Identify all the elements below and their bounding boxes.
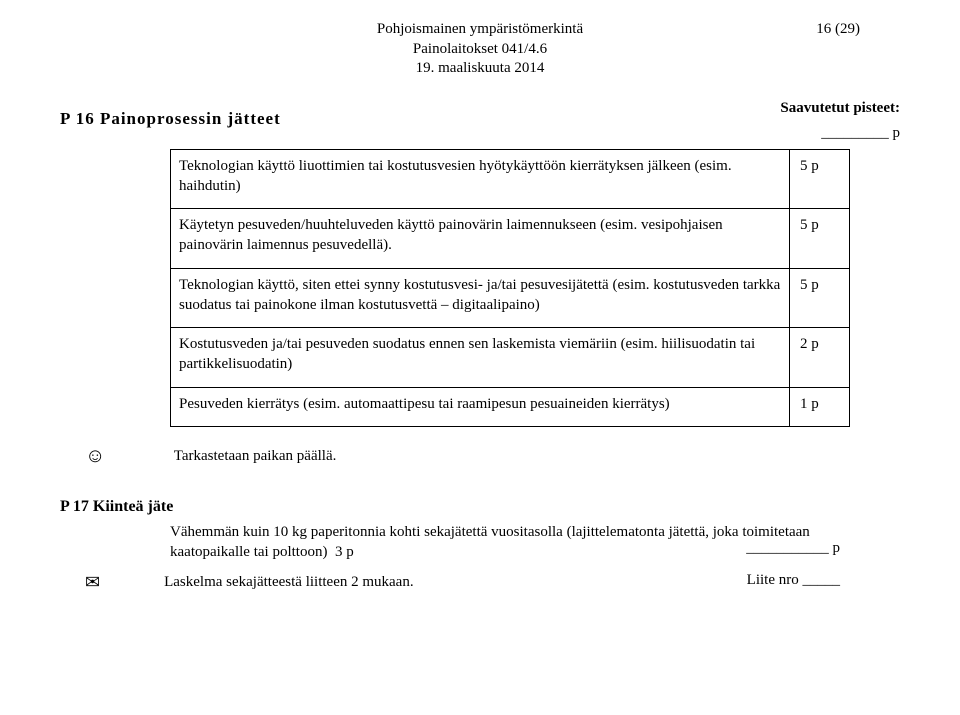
criteria-cell: Käytetyn pesuveden/huuhteluveden käyttö … bbox=[171, 209, 790, 269]
points-cell: 5 p bbox=[790, 268, 850, 328]
points-cell: 1 p bbox=[790, 387, 850, 426]
points-cell: 5 p bbox=[790, 149, 850, 209]
header-line3: 19. maaliskuuta 2014 bbox=[60, 59, 900, 79]
criteria-cell: Teknologian käyttö liuottimien tai kostu… bbox=[171, 149, 790, 209]
liite-blank: Liite nro _____ bbox=[747, 572, 840, 589]
section-p16-title: P 16 Painoprosessin jätteet bbox=[60, 109, 900, 129]
check-text: Tarkastetaan paikan päällä. bbox=[174, 448, 337, 465]
score-block: Saavutetut pisteet: _________ p bbox=[780, 100, 900, 142]
points-cell: 2 p bbox=[790, 328, 850, 388]
header-line1: Pohjoismainen ympäristömerkintä bbox=[60, 20, 900, 40]
score-label: Saavutetut pisteet: bbox=[780, 100, 900, 117]
criteria-cell: Teknologian käyttö, siten ettei synny ko… bbox=[171, 268, 790, 328]
attachment-text: Laskelma sekajätteestä liitteen 2 mukaan… bbox=[164, 574, 414, 591]
table-row: Teknologian käyttö, siten ettei synny ko… bbox=[171, 268, 850, 328]
criteria-cell: Pesuveden kierrätys (esim. automaattipes… bbox=[171, 387, 790, 426]
section-p17-title: P 17 Kiinteä jäte bbox=[60, 498, 900, 516]
smile-icon: ☺ bbox=[85, 445, 115, 468]
table-row: Kostutusveden ja/tai pesuveden suodatus … bbox=[171, 328, 850, 388]
criteria-table: Teknologian käyttö liuottimien tai kostu… bbox=[170, 149, 850, 427]
p17-score-blank: ___________ p bbox=[746, 540, 840, 557]
p17-paragraph: Vähemmän kuin 10 kg paperitonnia kohti s… bbox=[170, 522, 810, 563]
table-row: Teknologian käyttö liuottimien tai kostu… bbox=[171, 149, 850, 209]
envelope-icon: ✉ bbox=[85, 572, 100, 593]
header-line2: Painolaitokset 041/4.6 bbox=[60, 40, 900, 60]
points-cell: 5 p bbox=[790, 209, 850, 269]
criteria-cell: Kostutusveden ja/tai pesuveden suodatus … bbox=[171, 328, 790, 388]
table-row: Pesuveden kierrätys (esim. automaattipes… bbox=[171, 387, 850, 426]
score-blank: _________ p bbox=[780, 125, 900, 142]
table-row: Käytetyn pesuveden/huuhteluveden käyttö … bbox=[171, 209, 850, 269]
page-number: 16 (29) bbox=[816, 20, 860, 40]
